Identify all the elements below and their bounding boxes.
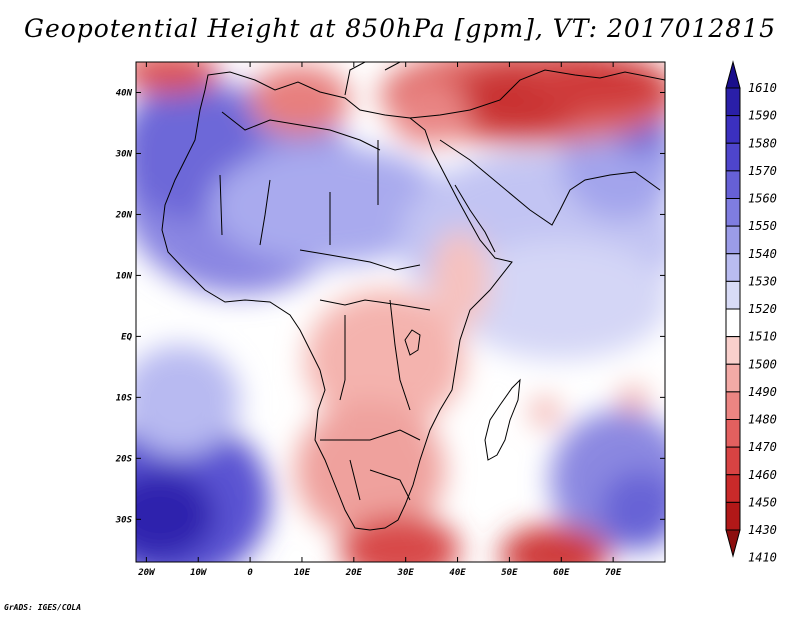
lat-tick-label: EQ: [121, 332, 132, 342]
height-field: [136, 62, 665, 562]
colorbar-swatch: [725, 280, 741, 310]
colorbar-label: 1460: [748, 468, 777, 482]
lat-tick-label: 20N: [115, 210, 133, 220]
colorbar-swatch: [725, 336, 741, 365]
colorbar-label: 1410: [748, 551, 777, 565]
lat-tick-label: 30N: [115, 149, 133, 159]
colorbar-label: 1580: [748, 136, 777, 150]
colorbar-swatch: [725, 419, 741, 448]
colorbar-swatch: [725, 391, 741, 420]
lat-tick-label: 20S: [115, 454, 133, 464]
colorbar-label: 1570: [748, 164, 777, 178]
lat-tick-label: 10N: [116, 271, 133, 281]
chart-title: Geopotential Height at 850hPa [gpm], VT:…: [23, 14, 777, 43]
colorbar-label: 1490: [748, 385, 777, 399]
lat-tick-label: 10S: [116, 393, 133, 403]
colorbar-label: 1480: [748, 413, 777, 427]
axis-ticks: 40N 30N 20N 10N EQ 10S 20S 30S 20W 10W 0 10E 20E 30E 4…: [115, 62, 665, 578]
lon-tick-label: 20W: [137, 568, 156, 578]
colorbar-swatch: [725, 308, 741, 338]
colorbar-swatch: [725, 115, 741, 144]
colorbar-label: 1610: [748, 81, 777, 95]
colorbar-swatch: [725, 474, 741, 503]
colorbar-swatch: [725, 60, 741, 89]
colorbar-label: 1500: [748, 357, 777, 371]
colorbar-label: 1450: [748, 495, 777, 509]
lon-tick-label: 0: [247, 568, 253, 578]
colorbar-label: 1550: [748, 219, 777, 233]
colorbar-swatch: [725, 170, 741, 199]
colorbar-swatch: [725, 87, 741, 117]
colorbar-swatch: [725, 501, 741, 531]
colorbar-label: 1470: [748, 440, 777, 454]
colorbar-swatch: [725, 529, 741, 558]
colorbar: 1610 1590 1580 1570 1560 1550 1540 1530 1520 1510…: [725, 60, 777, 565]
colorbar-swatch: [725, 198, 741, 227]
colorbar-label: 1590: [748, 109, 777, 123]
colorbar-label: 1540: [748, 247, 777, 261]
lon-tick-label: 30E: [397, 568, 415, 578]
colorbar-label: 1510: [748, 330, 777, 344]
colorbar-label: 1560: [748, 192, 777, 206]
colorbar-label: 1520: [748, 302, 777, 316]
map-frame: [135, 61, 666, 563]
lon-tick-label: 50E: [501, 568, 518, 578]
colorbar-swatch: [725, 446, 741, 476]
colorbar-swatch: [725, 225, 741, 255]
lon-tick-label: 40E: [449, 568, 466, 578]
lon-tick-label: 70E: [605, 568, 622, 578]
colorbar-swatch: [725, 142, 741, 172]
lon-tick-label: 60E: [553, 568, 570, 578]
credit-label: GrADS: IGES/COLA: [4, 603, 82, 612]
colorbar-label: 1430: [748, 523, 777, 537]
colorbar-label: 1530: [748, 274, 777, 288]
lon-tick-label: 20E: [345, 568, 363, 578]
lat-tick-label: 40N: [116, 88, 133, 98]
colorbar-swatch: [725, 363, 741, 393]
lat-tick-label: 30S: [115, 515, 133, 525]
lon-tick-label: 10W: [190, 568, 208, 578]
lon-tick-label: 10E: [294, 568, 311, 578]
coastlines: [161, 62, 665, 531]
colorbar-swatch: [725, 253, 741, 282]
